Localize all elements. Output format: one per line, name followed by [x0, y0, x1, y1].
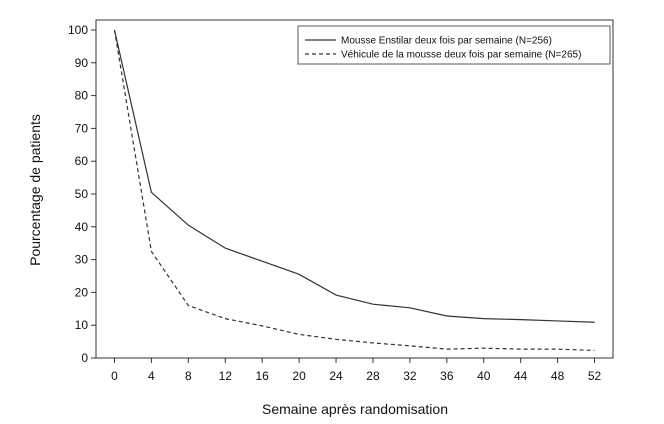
legend-label-1: Mousse Enstilar deux fois par semaine (N…: [341, 36, 552, 47]
x-tick-label: 48: [551, 369, 565, 383]
y-tick-label: 0: [81, 351, 88, 365]
series-layer: [113, 29, 595, 352]
plot-area: [95, 19, 614, 359]
y-tick-label: 50: [75, 187, 89, 201]
x-tick-label: 24: [329, 369, 343, 383]
series-line-1: [113, 29, 595, 323]
y-tick-label: 60: [75, 154, 89, 168]
legend: Mousse Enstilar deux fois par semaine (N…: [297, 25, 611, 65]
y-tick-label: 40: [75, 220, 89, 234]
series-line-2: [113, 29, 595, 352]
x-tick-label: 0: [111, 369, 118, 383]
x-tick-label: 32: [403, 369, 417, 383]
x-tick-label: 40: [477, 369, 491, 383]
y-tick-label: 90: [75, 56, 89, 70]
x-tick-label: 12: [219, 369, 233, 383]
x-tick-label: 44: [514, 369, 528, 383]
y-axis: 0 10 20 30 40 50 60 70 80 90 100: [68, 23, 96, 365]
legend-box: [297, 25, 611, 65]
x-tick-label: 28: [366, 369, 380, 383]
plot-border: [95, 19, 614, 359]
x-axis: 0 4 8 12 16 20 24 28 32 36 40 44 48 52: [111, 358, 602, 383]
y-tick-label: 30: [75, 253, 89, 267]
y-tick-label: 100: [68, 23, 88, 37]
x-tick-label: 8: [185, 369, 192, 383]
y-tick-label: 20: [75, 285, 89, 299]
y-tick-label: 10: [75, 318, 89, 332]
x-axis-title: Semaine après randomisation: [262, 401, 448, 417]
x-tick-label: 20: [292, 369, 306, 383]
y-tick-label: 80: [75, 89, 89, 103]
y-axis-title: Pourcentage de patients: [27, 114, 43, 266]
x-tick-label: 52: [588, 369, 602, 383]
x-tick-label: 4: [148, 369, 155, 383]
x-tick-label: 16: [255, 369, 269, 383]
y-tick-label: 70: [75, 121, 89, 135]
x-tick-label: 36: [440, 369, 454, 383]
legend-label-2: Véhicule de la mousse deux fois par sema…: [341, 50, 581, 61]
